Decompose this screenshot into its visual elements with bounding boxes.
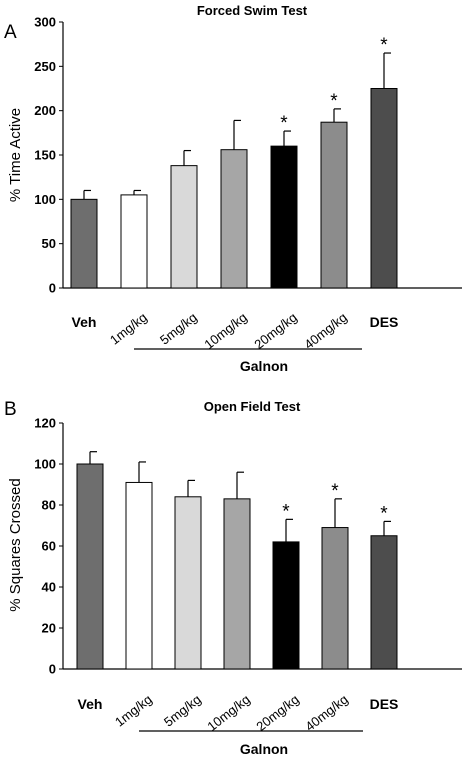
panel-a-category-label: 5mg/kg [157, 310, 200, 348]
panel-a-letter: A [4, 22, 17, 43]
panel-b-category-label: 20mg/kg [253, 692, 302, 735]
panel-b-y-axis-label: % Squares Crossed [7, 478, 24, 611]
panel-b-bar [321, 527, 349, 670]
panel-a: A Forced Swim Test % Time Active 0 50 100 1… [4, 3, 462, 374]
panel-b-significance-marker: * [331, 481, 339, 502]
panel-a-bar [220, 149, 248, 289]
panel-b-y-tick-label: 20 [42, 621, 56, 636]
panel-a-y-tick-label: 200 [34, 103, 56, 118]
panel-a-y-tick-label: 300 [34, 15, 56, 30]
panel-b-category-label: DES [370, 696, 399, 712]
panel-a-category-label: 10mg/kg [201, 310, 250, 353]
panel-a-significance-marker: * [330, 91, 338, 112]
panel-b-significance-marker: * [282, 501, 290, 522]
panel-b-y-tick-label: 0 [49, 662, 56, 677]
panel-a-bar [170, 165, 198, 289]
panel-a-y-tick-label: 50 [42, 236, 56, 251]
panel-b-significance-marker: * [380, 503, 388, 524]
panel-b-y-tick-label: 60 [42, 539, 56, 554]
panel-a-plot-area: 0 50 100 150 200 250 300 Veh 1mg/kg 5mg/kg 10mg/kg… [34, 15, 462, 353]
panel-b-plot-area: 0 20 40 60 80 100 120 Veh 1mg/kg 5mg/kg 10mg/kg * 20… [34, 416, 462, 735]
panel-a-bar [370, 88, 398, 289]
panel-b-y-tick-label: 120 [34, 416, 56, 431]
panel-a-category-label: 20mg/kg [251, 310, 300, 353]
panel-b-bar [223, 498, 251, 670]
panel-a-significance-marker: * [280, 113, 288, 134]
panel-b-bar [272, 541, 300, 670]
panel-a-bar [320, 121, 348, 289]
panel-b-bar [76, 463, 104, 670]
panel-a-y-tick-label: 0 [49, 281, 56, 296]
panel-b-y-tick-label: 80 [42, 498, 56, 513]
panel-b-category-label: 40mg/kg [302, 692, 351, 735]
panel-a-group-label: Galnon [240, 358, 288, 374]
panel-b-category-label: Veh [78, 696, 103, 712]
panel-a-bar [70, 198, 98, 289]
panel-b-y-tick-label: 40 [42, 580, 56, 595]
panel-b-bar [174, 496, 202, 670]
panel-a-title: Forced Swim Test [197, 3, 308, 18]
panel-a-y-axis-label: % Time Active [7, 108, 24, 202]
panel-b-bar [125, 481, 153, 670]
panel-a-category-label: Veh [72, 314, 97, 330]
panel-a-category-label: 40mg/kg [301, 310, 350, 353]
panel-b-category-label: 10mg/kg [204, 692, 253, 735]
panel-b-bar [370, 535, 398, 670]
panel-a-significance-marker: * [380, 35, 388, 56]
panel-b: B Open Field Test % Squares Crossed 0 20 4… [4, 399, 462, 757]
panel-a-bar [120, 194, 148, 289]
panel-b-category-label: 5mg/kg [161, 692, 204, 730]
panel-b-group-label: Galnon [240, 741, 288, 757]
panel-a-category-label: DES [370, 314, 399, 330]
panel-b-letter: B [4, 399, 17, 420]
panel-a-y-tick-label: 250 [34, 59, 56, 74]
panel-a-bar [270, 145, 298, 289]
panel-a-y-tick-label: 100 [34, 192, 56, 207]
panel-b-category-label: 1mg/kg [112, 692, 155, 730]
panel-a-y-tick-label: 150 [34, 148, 56, 163]
panel-b-y-tick-label: 100 [34, 457, 56, 472]
panel-a-category-label: 1mg/kg [107, 310, 150, 348]
panel-b-title: Open Field Test [204, 399, 301, 414]
